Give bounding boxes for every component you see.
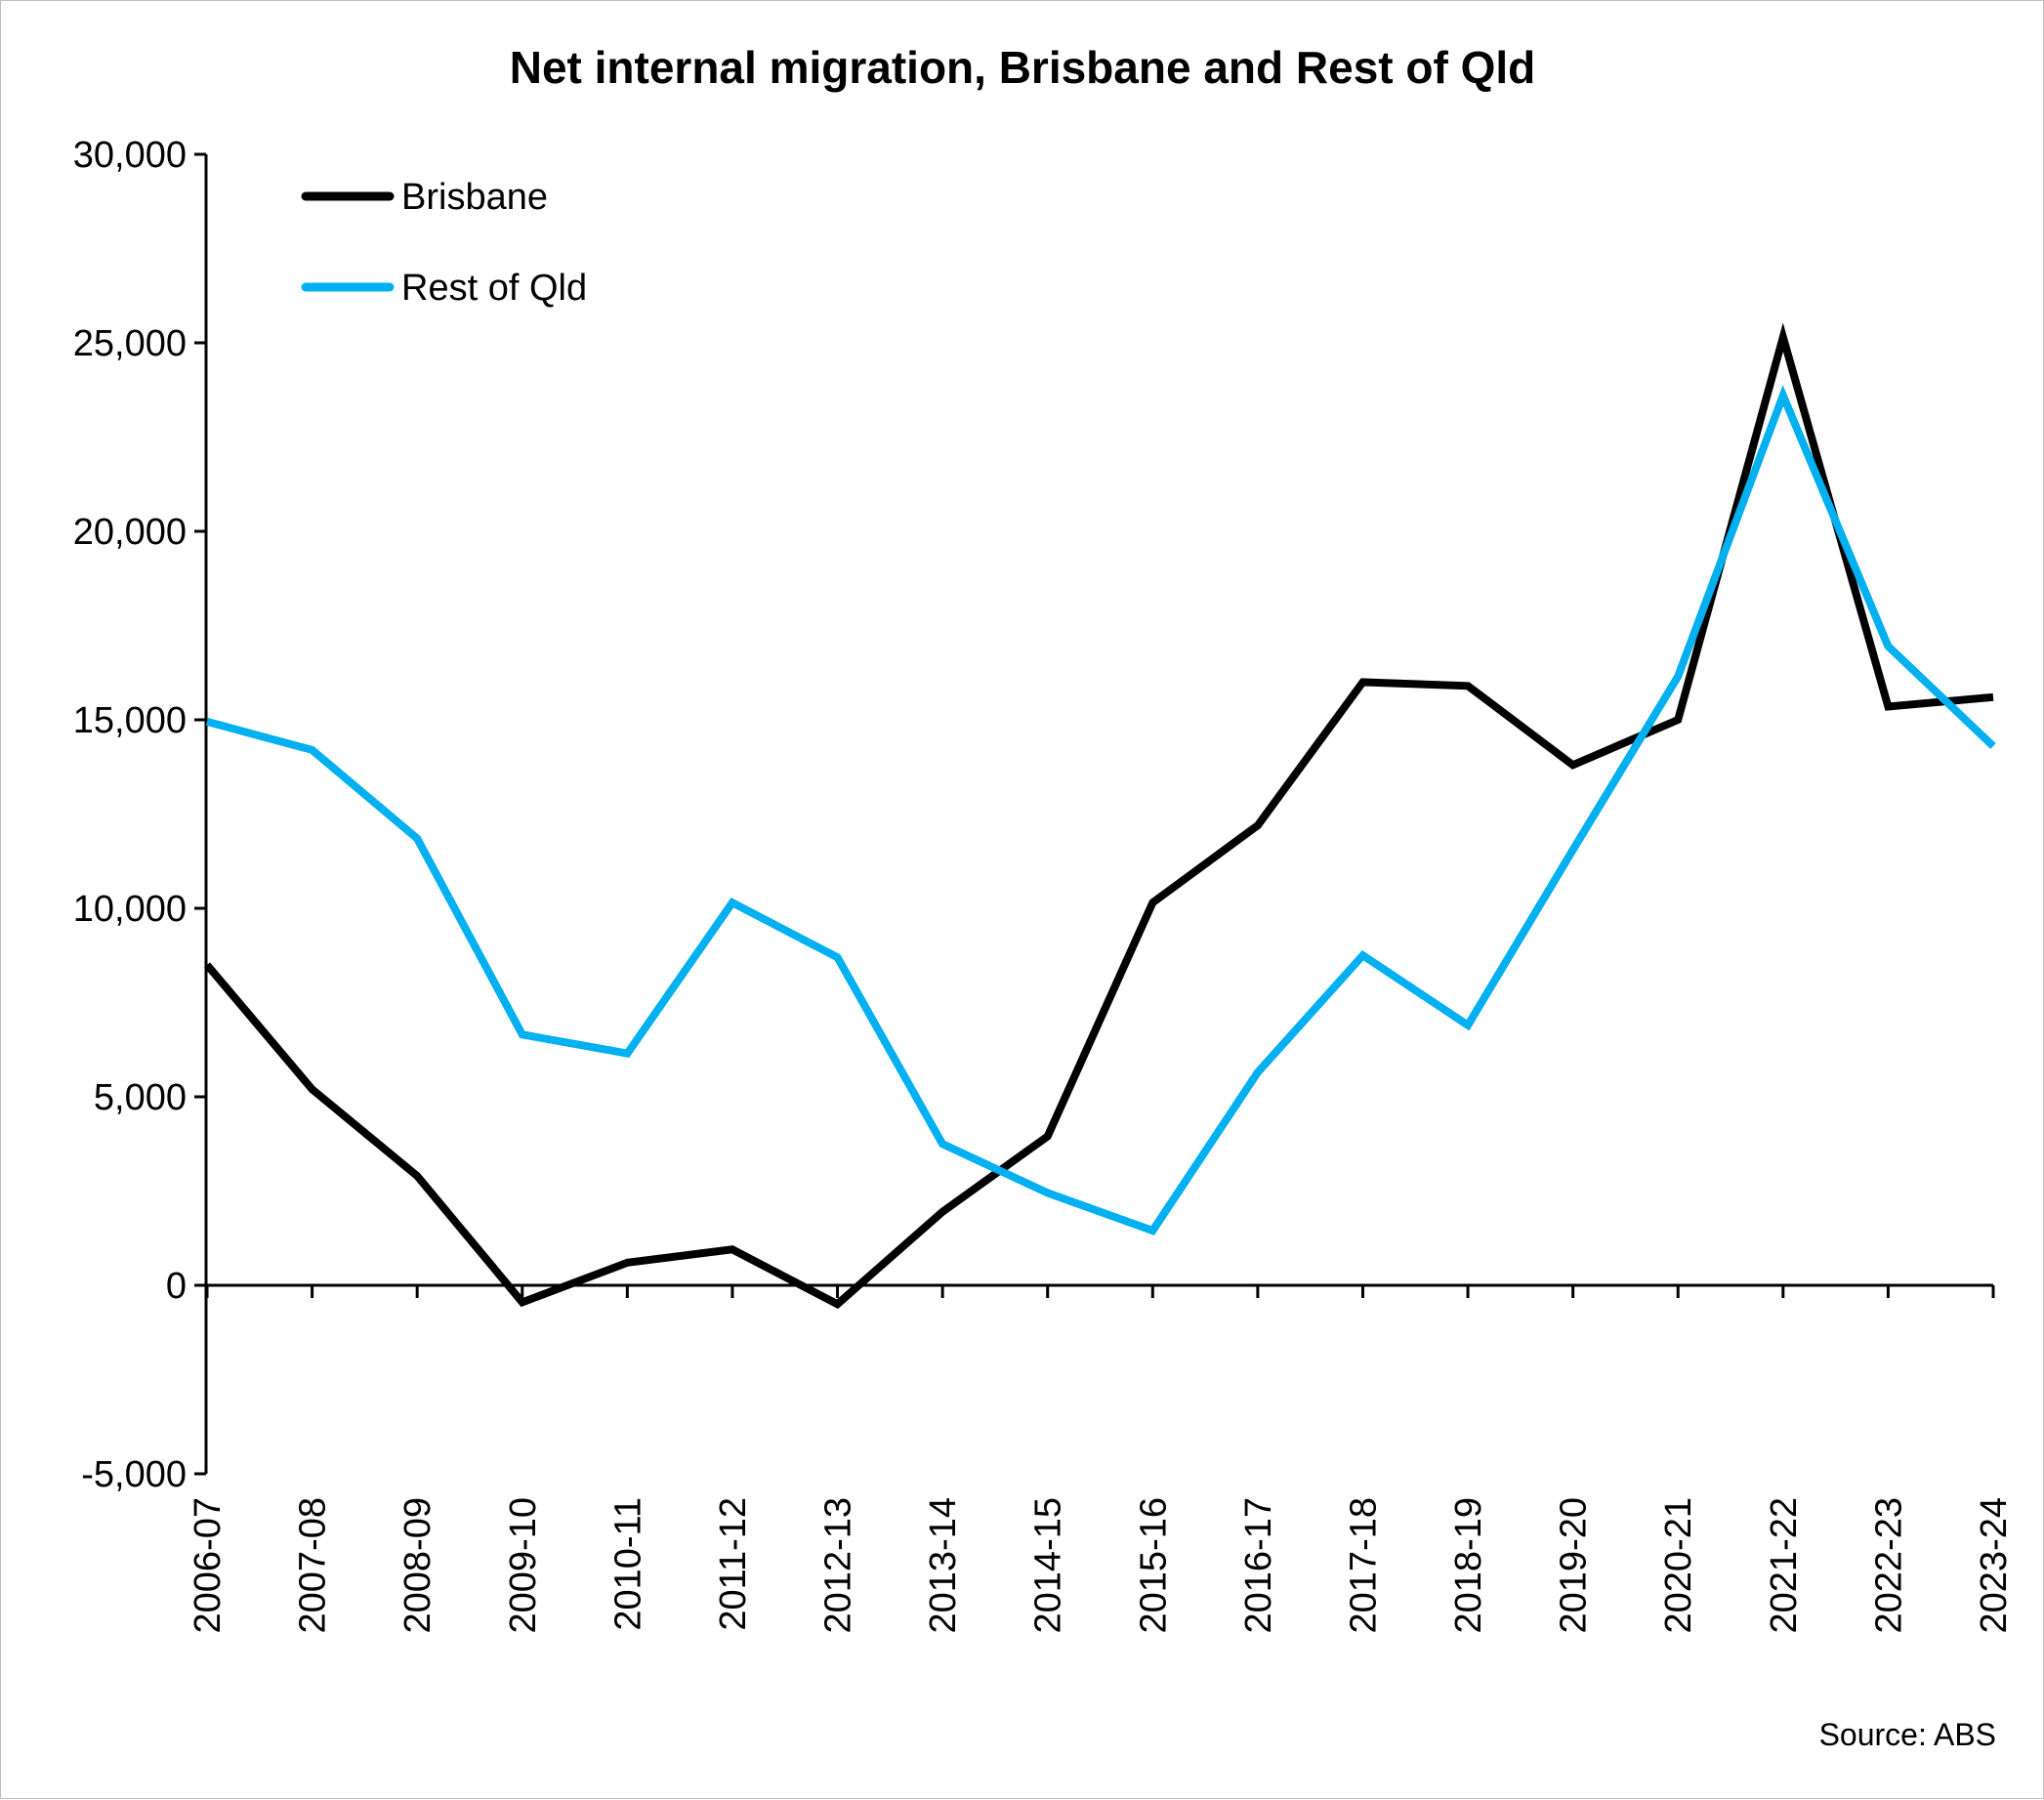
series-lines bbox=[203, 322, 1996, 1310]
x-tick-label: 2020-21 bbox=[1658, 1497, 1699, 1633]
y-tick-label: 10,000 bbox=[73, 889, 187, 930]
y-tick-label: 20,000 bbox=[73, 512, 187, 553]
x-tick-label: 2015-16 bbox=[1133, 1497, 1174, 1633]
y-tick-label: 15,000 bbox=[73, 700, 187, 741]
source-note: Source: ABS bbox=[1819, 1717, 1996, 1752]
x-tick-label: 2016-17 bbox=[1238, 1497, 1279, 1633]
x-tick-label: 2006-07 bbox=[188, 1497, 229, 1633]
x-tick-label: 2017-18 bbox=[1343, 1497, 1384, 1633]
series-line-brisbane bbox=[203, 322, 1994, 1310]
legend: Brisbane Rest of Qld bbox=[301, 177, 587, 309]
chart-title: Net internal migration, Brisbane and Res… bbox=[510, 42, 1535, 93]
y-tick-label: 0 bbox=[166, 1266, 187, 1307]
y-tick-label: -5,000 bbox=[81, 1454, 187, 1495]
axes bbox=[204, 154, 1993, 1474]
x-tick-label: 2019-20 bbox=[1554, 1497, 1595, 1633]
x-tick-label: 2022-23 bbox=[1868, 1497, 1909, 1633]
x-tick-label: 2018-19 bbox=[1448, 1497, 1489, 1633]
legend-label-brisbane: Brisbane bbox=[401, 177, 548, 218]
x-tick-label: 2007-08 bbox=[293, 1497, 334, 1633]
y-axis-ticks: -5,000 0 5,000 10,000 15,000 20,000 25,000 30,0… bbox=[73, 135, 206, 1495]
x-tick-label: 2023-24 bbox=[1974, 1497, 2015, 1633]
series-line-rest-of-qld bbox=[205, 385, 1996, 1235]
x-tick-label: 2011-12 bbox=[713, 1497, 754, 1631]
y-tick-label: 25,000 bbox=[73, 323, 187, 364]
x-tick-label: 2010-11 bbox=[607, 1497, 648, 1631]
y-tick-label: 30,000 bbox=[73, 135, 187, 176]
x-tick-label: 2013-14 bbox=[923, 1497, 964, 1633]
x-axis-ticks: 2006-07 2007-08 2008-09 2009-10 2010-11 2011-… bbox=[188, 1285, 2015, 1633]
legend-label-rest-of-qld: Rest of Qld bbox=[401, 268, 587, 309]
x-tick-label: 2008-09 bbox=[397, 1497, 438, 1633]
x-tick-label: 2012-13 bbox=[818, 1497, 859, 1633]
x-tick-label: 2009-10 bbox=[503, 1497, 544, 1633]
x-tick-label: 2021-22 bbox=[1764, 1497, 1805, 1633]
x-tick-label: 2014-15 bbox=[1028, 1497, 1069, 1633]
y-tick-label: 5,000 bbox=[94, 1077, 187, 1118]
